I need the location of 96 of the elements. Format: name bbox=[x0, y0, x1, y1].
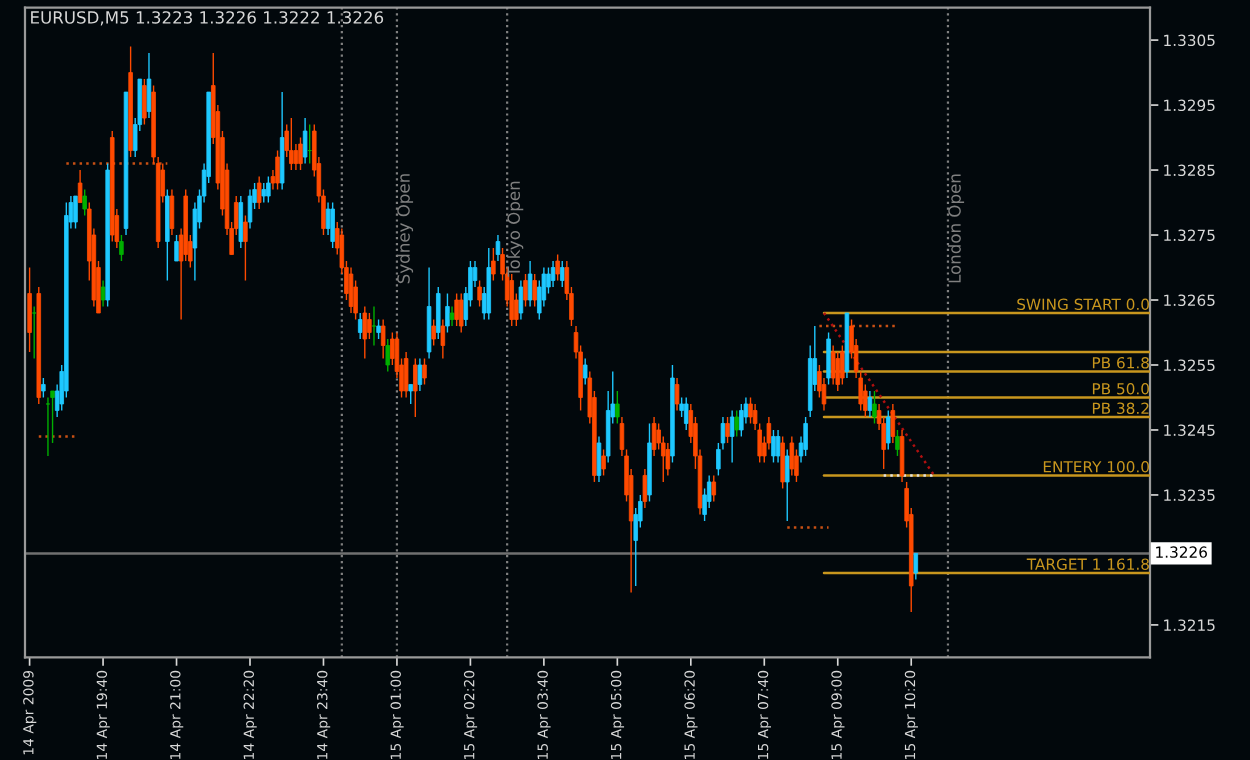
candlestick bbox=[642, 468, 648, 509]
candlestick bbox=[380, 318, 386, 360]
candlestick bbox=[367, 312, 372, 340]
candlestick bbox=[651, 416, 657, 457]
candlestick bbox=[527, 260, 533, 308]
candlestick bbox=[582, 357, 588, 386]
candlestick bbox=[403, 351, 409, 399]
candlestick bbox=[601, 448, 606, 477]
candlestick bbox=[826, 331, 831, 386]
candlestick bbox=[449, 305, 455, 327]
candlestick bbox=[279, 91, 285, 191]
candlestick bbox=[477, 279, 482, 308]
candlestick bbox=[431, 318, 436, 347]
candlestick bbox=[679, 396, 684, 418]
candlestick bbox=[298, 136, 303, 171]
candlestick bbox=[486, 247, 492, 321]
candlestick bbox=[275, 149, 280, 191]
candlestick bbox=[436, 286, 441, 340]
candlestick bbox=[899, 429, 905, 483]
candlestick bbox=[523, 273, 528, 308]
chart-title: EURUSD,M5 1.3223 1.3226 1.3222 1.3226 bbox=[31, 11, 384, 26]
candlestick bbox=[82, 188, 87, 217]
candlestick bbox=[739, 403, 744, 438]
candlestick bbox=[440, 318, 446, 360]
candlestick bbox=[780, 435, 785, 490]
candlestick bbox=[559, 260, 565, 288]
candlestick bbox=[371, 305, 377, 347]
candlestick bbox=[665, 442, 671, 477]
candlestick bbox=[458, 292, 464, 334]
candlestick bbox=[385, 338, 391, 373]
candlestick bbox=[261, 182, 267, 204]
candlestick bbox=[27, 266, 32, 353]
candlestick bbox=[895, 429, 900, 457]
candlestick bbox=[596, 435, 602, 483]
ref-line-label: London Open bbox=[947, 174, 965, 283]
candlestick bbox=[362, 305, 368, 360]
candlestick bbox=[45, 396, 51, 457]
candlestick bbox=[674, 377, 680, 412]
ref-line-label: Sydney Open bbox=[396, 174, 414, 284]
candlestick bbox=[711, 474, 717, 503]
candlestick bbox=[408, 383, 413, 405]
candlestick bbox=[550, 260, 556, 288]
candlestick bbox=[256, 175, 262, 210]
candlestick bbox=[803, 416, 808, 457]
candlestick bbox=[886, 409, 891, 451]
candlestick bbox=[518, 279, 524, 321]
candlestick bbox=[771, 429, 776, 464]
candlestick bbox=[165, 188, 170, 282]
candlestick bbox=[445, 292, 450, 334]
candlestick bbox=[683, 396, 689, 431]
candlestick bbox=[426, 266, 432, 360]
candlestick bbox=[289, 117, 294, 171]
candlestick bbox=[174, 234, 179, 262]
candlestick bbox=[417, 357, 423, 392]
candlestick bbox=[302, 117, 308, 165]
candlestick bbox=[867, 390, 873, 418]
candlestick bbox=[840, 344, 845, 386]
candlestick bbox=[784, 448, 790, 522]
candlestick bbox=[31, 305, 37, 360]
candlestick bbox=[330, 201, 335, 249]
candlestick bbox=[247, 188, 253, 230]
candlestick bbox=[729, 409, 735, 464]
candlestick bbox=[348, 266, 354, 314]
candlestick bbox=[491, 247, 496, 282]
candlestick bbox=[555, 253, 560, 282]
candlestick bbox=[238, 195, 244, 249]
candlestick bbox=[73, 195, 78, 230]
candlestick bbox=[41, 377, 46, 399]
candlestick bbox=[100, 279, 106, 308]
candlestick bbox=[789, 435, 795, 477]
candlestick bbox=[146, 52, 152, 119]
candlestick bbox=[495, 234, 501, 262]
candlestick bbox=[725, 416, 730, 444]
candlestick bbox=[266, 175, 271, 204]
candlestick bbox=[77, 169, 83, 204]
candlestick bbox=[890, 403, 896, 444]
candlestick bbox=[734, 409, 739, 438]
candlestick bbox=[509, 273, 514, 327]
candlestick bbox=[243, 214, 248, 282]
candlestick bbox=[775, 429, 781, 464]
ref-line-label: Tokyo Open bbox=[507, 181, 524, 277]
candlestick bbox=[119, 234, 124, 262]
candlestick bbox=[830, 344, 836, 386]
candlestick bbox=[357, 312, 363, 340]
candlestick bbox=[532, 273, 537, 308]
candlestick bbox=[142, 78, 147, 126]
candlestick bbox=[835, 351, 841, 392]
candlestick bbox=[422, 357, 427, 386]
candlestick bbox=[413, 357, 418, 418]
candlestick bbox=[454, 292, 459, 327]
candlestick bbox=[748, 396, 753, 425]
candlestick bbox=[913, 552, 919, 581]
candlestick bbox=[376, 318, 381, 340]
candlestick bbox=[872, 390, 877, 425]
candlestick bbox=[169, 188, 175, 236]
candlestick bbox=[615, 390, 620, 425]
